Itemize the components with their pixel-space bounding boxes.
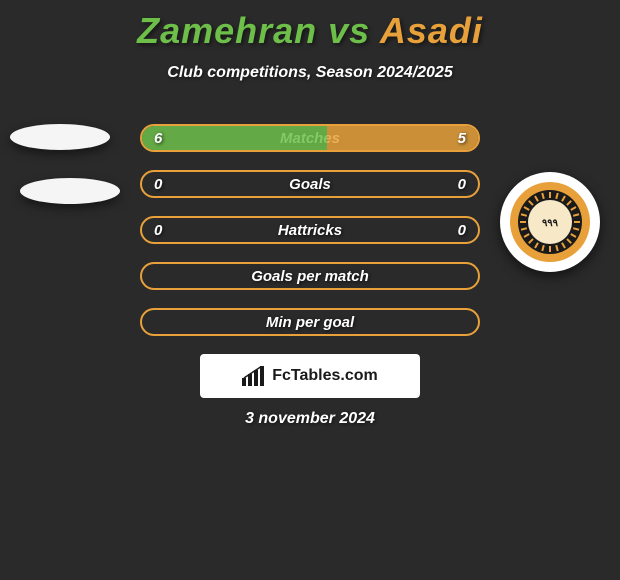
page-title: Zamehran vs Asadi	[0, 0, 620, 52]
club-crest-icon: ٩٩٩	[508, 180, 592, 264]
stat-value-left: 0	[154, 176, 162, 193]
left-ellipse-2	[20, 178, 120, 204]
club-logo: ٩٩٩	[508, 180, 592, 264]
left-ellipse-1	[10, 124, 110, 150]
right-club-logo-container: ٩٩٩	[500, 172, 600, 272]
stat-label: Hattricks	[278, 222, 342, 239]
club-logo-text: ٩٩٩	[542, 218, 559, 229]
stat-row-goals-per-match: Goals per match	[140, 262, 480, 290]
stat-value-right: 0	[458, 176, 466, 193]
stat-row-matches: Matches65	[140, 124, 480, 152]
bar-chart-icon	[242, 366, 266, 386]
stat-label: Goals per match	[251, 268, 369, 285]
date-label: 3 november 2024	[0, 410, 620, 428]
stat-value-right: 5	[458, 130, 466, 147]
stat-row-hattricks: Hattricks 0 0	[140, 216, 480, 244]
comparison-card: Zamehran vs Asadi Club competitions, Sea…	[0, 0, 620, 580]
attribution-text: FcTables.com	[272, 367, 378, 385]
subtitle: Club competitions, Season 2024/2025	[0, 64, 620, 82]
stat-value-left: 0	[154, 222, 162, 239]
title-left: Zamehran	[137, 10, 317, 51]
stat-value-right: 0	[458, 222, 466, 239]
title-right: Asadi	[380, 10, 483, 51]
bar-fill-left	[142, 126, 327, 150]
stat-value-left: 6	[154, 130, 162, 147]
stat-label: Goals	[289, 176, 331, 193]
stat-label: Min per goal	[266, 314, 354, 331]
stat-row-min-per-goal: Min per goal	[140, 308, 480, 336]
bar-fill-right	[327, 126, 478, 150]
title-vs: vs	[317, 10, 380, 51]
stat-row-goals: Goals 0 0	[140, 170, 480, 198]
attribution-badge: FcTables.com	[200, 354, 420, 398]
